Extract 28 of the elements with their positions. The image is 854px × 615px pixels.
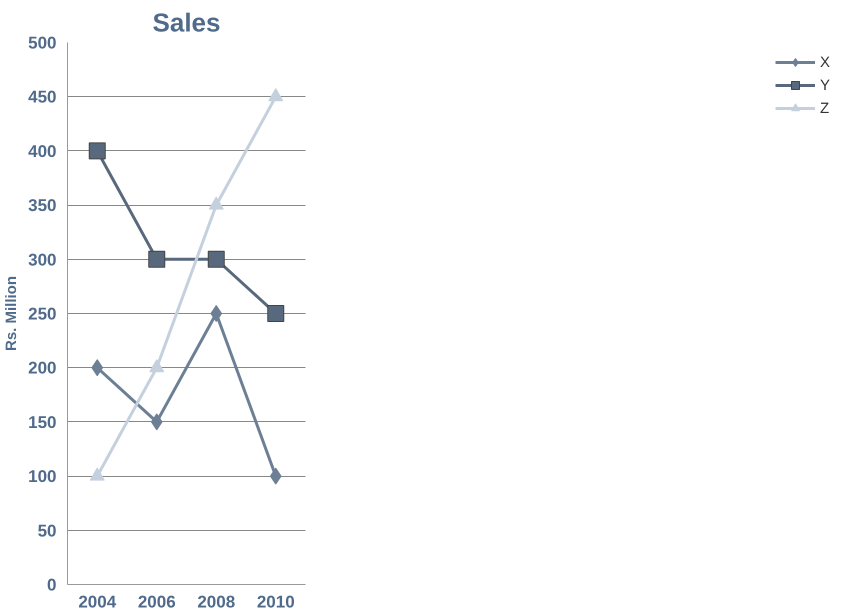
x-tick-label: 2008	[197, 592, 236, 612]
y-tick-label: 500	[28, 34, 57, 52]
x-tick-label: 2010	[256, 592, 295, 612]
y-tick-label: 150	[28, 412, 57, 432]
y-tick-label: 300	[28, 250, 57, 270]
x-tick-label: 2004	[78, 592, 117, 612]
y-axis-title: Rs. Million	[3, 276, 20, 351]
chart-title: Sales	[152, 8, 220, 38]
point	[88, 142, 106, 160]
legend-label: Z	[820, 100, 830, 116]
point	[270, 468, 282, 485]
y-tick-label: 50	[38, 521, 57, 540]
point	[148, 250, 166, 268]
y-tick-label: 350	[28, 196, 57, 216]
legend-label: Y	[820, 76, 832, 94]
y-tick-label: 0	[47, 576, 57, 594]
y-tick-label: 250	[28, 304, 57, 324]
point	[267, 305, 284, 322]
point	[210, 305, 222, 322]
y-tick-label: 400	[28, 142, 57, 161]
point	[150, 413, 163, 430]
legend-label: X	[820, 54, 832, 70]
point	[91, 359, 104, 376]
point	[208, 250, 225, 268]
y-tick-label: 100	[28, 467, 57, 486]
x-tick-label: 2006	[138, 592, 176, 612]
y-tick-label: 450	[28, 88, 57, 107]
y-tick-label: 200	[28, 358, 57, 378]
